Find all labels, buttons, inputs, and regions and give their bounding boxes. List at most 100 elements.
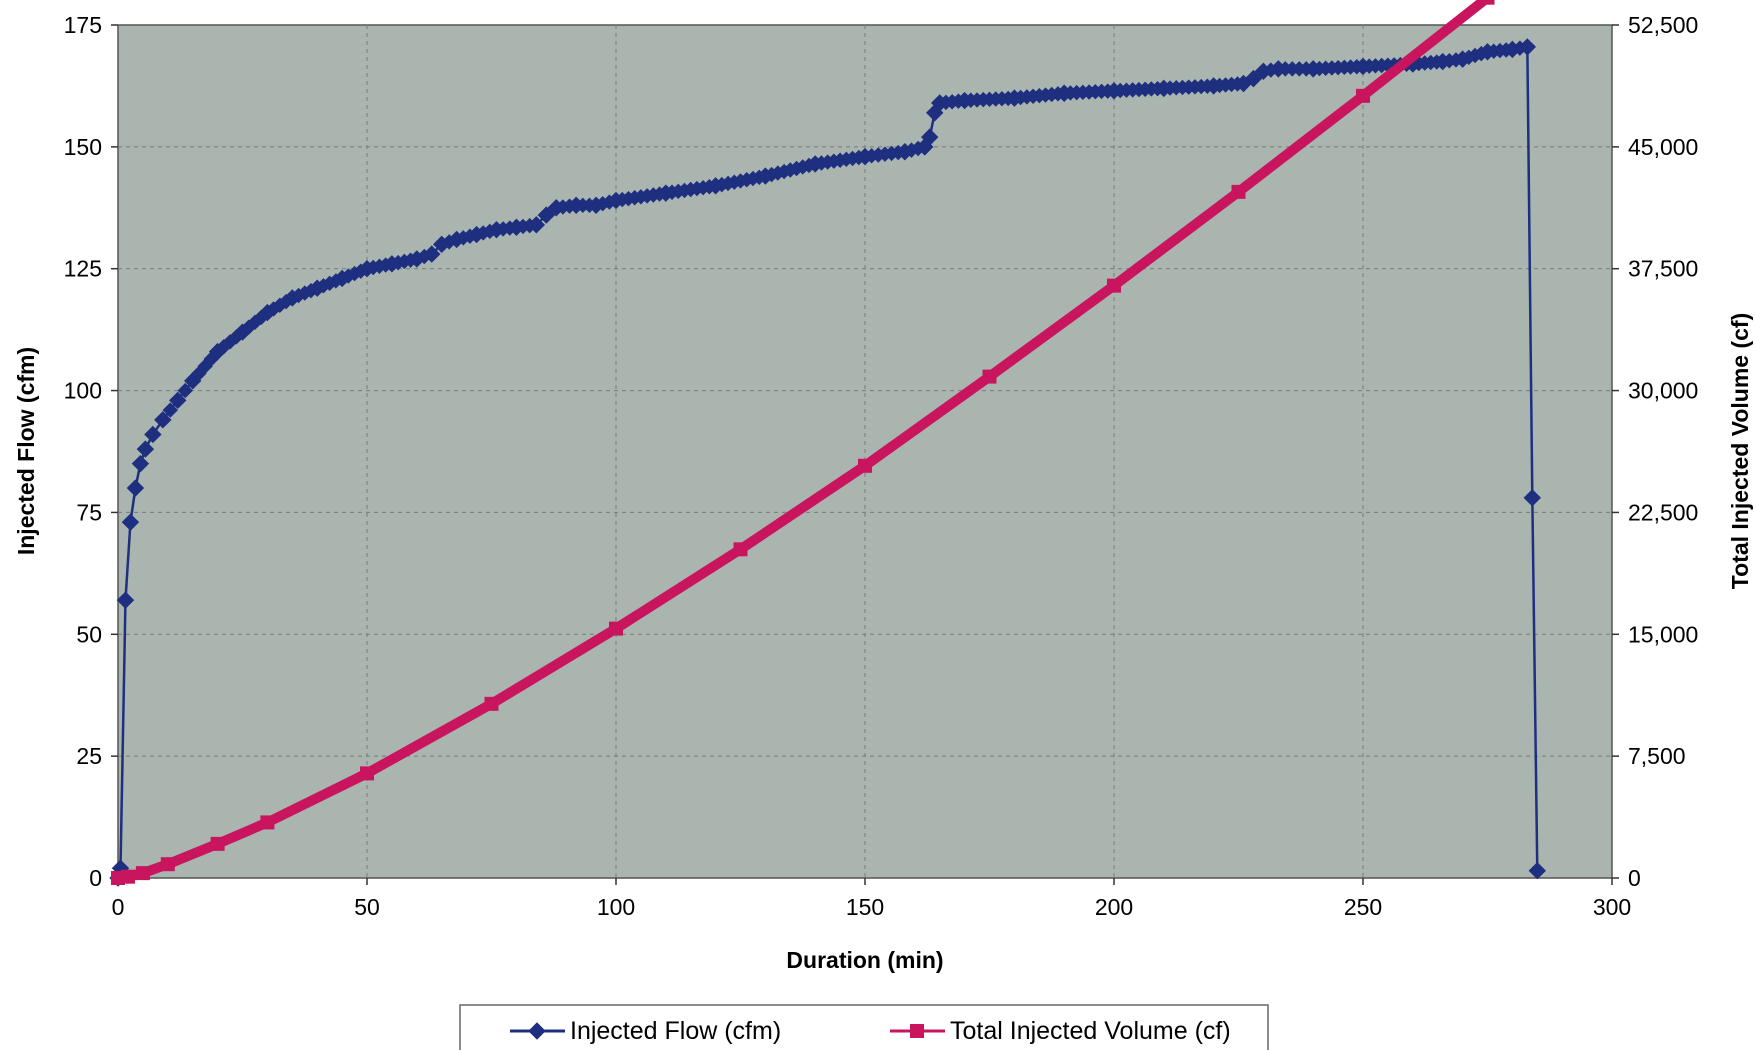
data-point-total-volume bbox=[609, 621, 623, 636]
data-point-injected-flow bbox=[126, 479, 145, 497]
series-marker-injected-flow bbox=[328, 273, 344, 289]
series-marker-injected-flow bbox=[203, 351, 220, 367]
series-marker-injected-flow bbox=[601, 194, 618, 210]
series-marker-injected-flow bbox=[1000, 90, 1016, 107]
series-marker-injected-flow bbox=[1512, 40, 1528, 56]
y-tick-label: 175 bbox=[64, 12, 102, 38]
data-point-injected-flow bbox=[1523, 489, 1542, 507]
data-point-total-volume bbox=[484, 696, 499, 711]
y-tick-label: 150 bbox=[64, 134, 102, 160]
series-marker-injected-flow bbox=[1050, 86, 1066, 102]
series-marker-injected-flow bbox=[482, 223, 498, 240]
series-marker-injected-flow bbox=[402, 252, 419, 268]
series-marker-injected-flow bbox=[1263, 62, 1279, 78]
series-marker-injected-flow bbox=[1149, 80, 1166, 97]
series-marker-injected-flow bbox=[462, 228, 478, 244]
y-tick-label: 0 bbox=[89, 865, 102, 891]
series-marker-injected-flow bbox=[1349, 59, 1365, 75]
data-point-injected-flow bbox=[1528, 861, 1547, 880]
series-marker-injected-flow bbox=[751, 169, 767, 186]
series-marker-injected-flow bbox=[581, 197, 598, 214]
data-point-total-volume bbox=[1231, 184, 1246, 199]
data-point-total-volume bbox=[1356, 88, 1370, 103]
data-point-injected-flow bbox=[136, 440, 155, 458]
series-marker-injected-flow bbox=[1100, 83, 1116, 99]
series-marker-injected-flow bbox=[353, 263, 369, 279]
series-marker-injected-flow bbox=[1498, 42, 1514, 58]
series-marker-injected-flow bbox=[278, 293, 294, 310]
x-tick-label: 250 bbox=[1344, 894, 1382, 920]
data-point-injected-flow bbox=[116, 591, 135, 609]
series-marker-injected-flow bbox=[561, 198, 578, 214]
data-point-total-volume bbox=[982, 369, 997, 384]
legend-square-icon bbox=[910, 1024, 924, 1038]
series-marker-injected-flow bbox=[177, 382, 193, 399]
series-marker-injected-flow bbox=[701, 179, 718, 195]
legend-box bbox=[459, 1004, 1269, 1050]
y-tick-label: 100 bbox=[64, 378, 102, 404]
data-point-total-volume bbox=[1107, 278, 1121, 293]
series-marker-injected-flow bbox=[851, 149, 867, 166]
y2-tick-label: 7,500 bbox=[1628, 743, 1686, 769]
data-point-total-volume bbox=[260, 815, 275, 830]
x-tick-label: 150 bbox=[846, 894, 884, 920]
series-marker-injected-flow bbox=[910, 140, 926, 157]
data-point-injected-flow bbox=[144, 425, 162, 444]
series-marker-injected-flow bbox=[801, 157, 817, 174]
series-marker-injected-flow bbox=[416, 248, 432, 265]
data-point-injected-flow bbox=[121, 513, 140, 531]
series-marker-injected-flow bbox=[1298, 61, 1314, 77]
series-marker-injected-flow bbox=[1448, 52, 1464, 68]
series-marker-injected-flow bbox=[441, 234, 457, 250]
series-layer bbox=[109, 0, 1547, 887]
y-axis-title: Injected Flow (cfm) bbox=[13, 347, 39, 555]
data-point-injected-flow bbox=[537, 206, 555, 224]
legend-label-total-volume: Total Injected Volume (cf) bbox=[950, 1017, 1231, 1045]
data-point-injected-flow bbox=[1244, 69, 1263, 88]
y-tick-label: 50 bbox=[76, 621, 102, 647]
series-marker-injected-flow bbox=[162, 402, 178, 418]
data-point-total-volume bbox=[160, 857, 175, 872]
series-marker-injected-flow bbox=[502, 220, 518, 236]
series-marker-injected-flow bbox=[228, 329, 244, 345]
data-point-total-volume bbox=[858, 458, 872, 473]
y-tick-label: 25 bbox=[76, 743, 102, 769]
series-marker-injected-flow bbox=[1229, 76, 1246, 92]
series-marker-injected-flow bbox=[377, 257, 394, 273]
series-marker-injected-flow bbox=[253, 309, 269, 326]
y2-tick-label: 52,500 bbox=[1628, 12, 1698, 38]
x-tick-label: 300 bbox=[1593, 894, 1631, 920]
x-axis-title: Duration (min) bbox=[786, 947, 943, 973]
series-marker-injected-flow bbox=[1428, 54, 1445, 70]
y2-tick-label: 30,000 bbox=[1628, 378, 1698, 404]
data-point-total-volume bbox=[120, 869, 135, 884]
series-marker-injected-flow bbox=[651, 186, 668, 202]
series-marker-injected-flow bbox=[303, 282, 319, 299]
data-point-total-volume bbox=[210, 836, 225, 851]
legend-label-injected-flow: Injected Flow (cfm) bbox=[570, 1017, 781, 1045]
y2-axis-title: Total Injected Volume (cf) bbox=[1727, 313, 1753, 589]
data-point-total-volume bbox=[135, 866, 150, 881]
y2-tick-label: 0 bbox=[1628, 865, 1641, 891]
series-marker-injected-flow bbox=[1199, 78, 1216, 94]
x-tick-label: 0 bbox=[112, 894, 125, 920]
series-marker-injected-flow bbox=[950, 93, 967, 109]
x-tick-label: 50 bbox=[354, 894, 380, 920]
legend: Injected Flow (cfm) Total Injected Volum… bbox=[459, 1004, 1269, 1050]
series-marker-injected-flow bbox=[521, 217, 538, 234]
legend-diamond-icon bbox=[528, 1022, 546, 1040]
y-tick-label: 125 bbox=[64, 256, 102, 282]
data-point-total-volume bbox=[1480, 0, 1495, 5]
tick-labels: 0 50 100 150 200 250 300 0 25 50 75 100 125 150 175 0 7,… bbox=[64, 12, 1699, 920]
y2-tick-label: 37,500 bbox=[1628, 256, 1698, 282]
data-point-injected-flow bbox=[921, 128, 939, 146]
y2-tick-label: 22,500 bbox=[1628, 499, 1698, 525]
y-tick-label: 75 bbox=[76, 499, 102, 525]
x-tick-label: 100 bbox=[597, 894, 635, 920]
y2-tick-label: 45,000 bbox=[1628, 134, 1698, 160]
series-marker-injected-flow bbox=[890, 144, 906, 161]
data-point-total-volume bbox=[360, 766, 374, 781]
legend-swatch-total-volume bbox=[890, 1024, 945, 1038]
legend-swatch-injected-flow bbox=[510, 1022, 565, 1040]
data-point-total-volume bbox=[733, 542, 748, 557]
